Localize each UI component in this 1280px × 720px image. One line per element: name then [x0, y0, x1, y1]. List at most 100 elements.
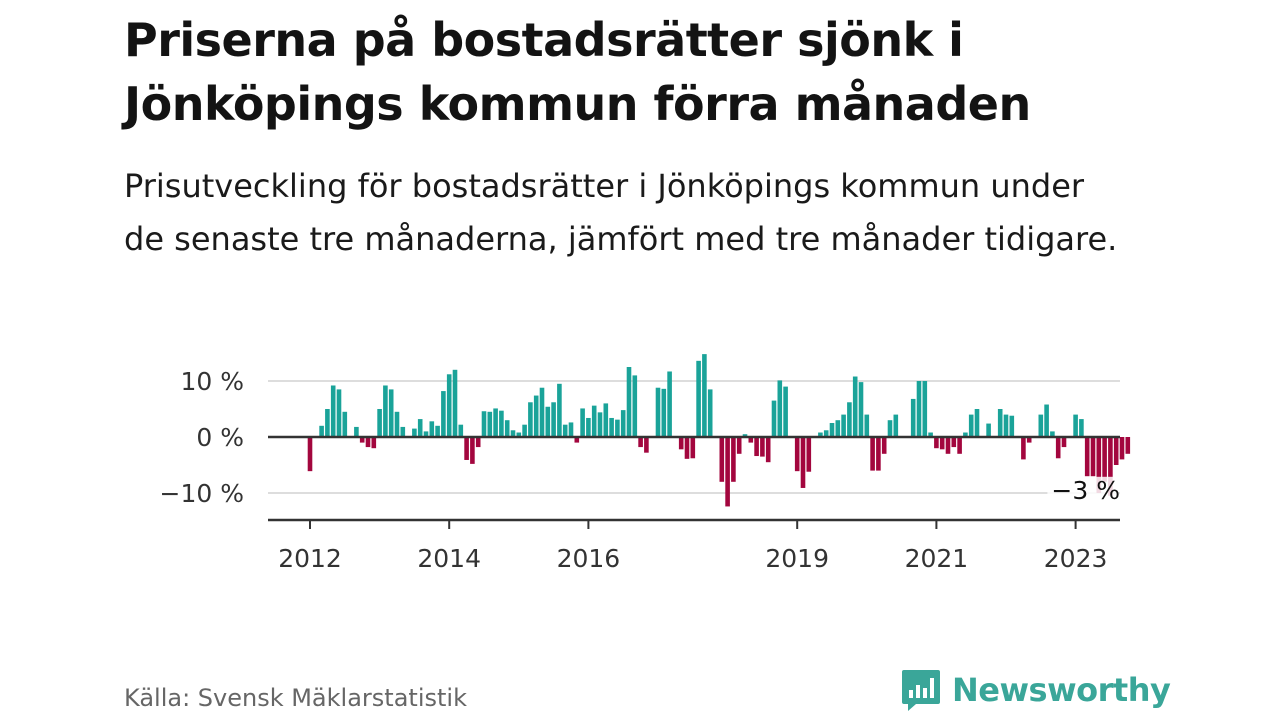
bar	[528, 402, 533, 437]
bar	[754, 437, 759, 457]
bar	[818, 432, 823, 437]
y-tick-label: −10 %	[160, 479, 244, 508]
bar	[887, 420, 893, 437]
annotation-background	[1047, 476, 1120, 505]
bar	[986, 423, 991, 437]
bar	[893, 414, 899, 437]
bar	[545, 406, 551, 437]
bar	[330, 385, 336, 437]
bar	[383, 385, 388, 437]
bar	[354, 426, 359, 437]
bar	[881, 437, 887, 454]
bar	[609, 417, 614, 437]
labels: 10 % 0 % −10 % 2012 2014 2016 2019 2021 2023 −3 %	[160, 367, 1120, 573]
bars	[307, 354, 1131, 507]
bar	[615, 419, 620, 437]
bar	[394, 411, 400, 437]
bar	[464, 437, 469, 460]
bar	[760, 437, 765, 457]
bar	[539, 387, 545, 437]
bar	[365, 437, 371, 448]
bar	[725, 437, 730, 507]
bar	[870, 437, 875, 471]
bar	[968, 414, 974, 437]
bar	[388, 389, 394, 437]
bar	[876, 437, 881, 471]
bar	[736, 437, 742, 454]
bar	[470, 437, 475, 464]
bar	[1055, 437, 1061, 459]
bar	[620, 410, 626, 437]
x-tick-label: 2014	[417, 544, 481, 573]
bar-chart-logo-icon	[902, 670, 940, 711]
bar	[1113, 437, 1119, 465]
bar	[516, 432, 522, 437]
bar	[1021, 437, 1026, 460]
bar	[702, 354, 707, 437]
bar	[678, 437, 684, 450]
bar	[951, 437, 957, 448]
bar	[1026, 437, 1032, 443]
bar	[667, 371, 672, 437]
bar	[603, 403, 609, 437]
bar	[417, 419, 423, 437]
bar	[777, 380, 783, 437]
bar	[597, 412, 603, 437]
bar	[765, 437, 771, 463]
bar	[928, 432, 933, 437]
newsworthy-logo[interactable]: Newsworthy	[900, 668, 1171, 712]
chart-title: Priserna på bostadsrätter sjönk i Jönköp…	[124, 13, 1031, 131]
bar	[591, 405, 597, 437]
bar	[800, 437, 806, 488]
bar	[835, 420, 841, 437]
bar	[377, 409, 382, 437]
bar	[1102, 437, 1107, 482]
bar	[963, 432, 968, 437]
bar-chart: 10 % 0 % −10 % 2012 2014 2016 2019 2021 2023 −3 %	[160, 354, 1131, 573]
bar	[690, 437, 696, 459]
bar	[1090, 437, 1096, 477]
bar	[441, 391, 446, 437]
bar	[655, 387, 661, 437]
bar	[1108, 437, 1113, 496]
bar	[742, 434, 748, 437]
bar	[1003, 414, 1009, 437]
bar	[626, 367, 632, 437]
x-tick-label: 2023	[1044, 544, 1108, 573]
bar	[325, 409, 330, 437]
bar	[371, 437, 377, 449]
bar	[783, 386, 788, 437]
x-tick-label: 2012	[278, 544, 342, 573]
bar	[412, 428, 417, 437]
brand-name: Newsworthy	[952, 671, 1171, 709]
x-tick-label: 2021	[905, 544, 969, 573]
bar	[580, 408, 585, 437]
bar	[435, 425, 440, 437]
bar	[684, 437, 690, 459]
bar	[696, 360, 701, 437]
bar	[864, 414, 870, 437]
bar	[1050, 431, 1055, 437]
bar	[475, 437, 481, 448]
bar	[939, 437, 945, 450]
bar	[551, 402, 556, 437]
bar	[934, 437, 939, 449]
bar	[319, 425, 324, 437]
bar	[359, 437, 365, 443]
bar	[1061, 437, 1067, 448]
bar	[458, 424, 464, 437]
bar	[719, 437, 725, 482]
bar	[586, 417, 591, 437]
bar	[945, 437, 951, 454]
bar	[841, 414, 846, 437]
bar	[644, 437, 649, 453]
source-note: Källa: Svensk Mäklarstatistik	[124, 684, 467, 712]
bar	[1073, 414, 1078, 437]
bar	[806, 437, 812, 472]
bar	[858, 382, 864, 437]
bar	[429, 421, 435, 437]
bar	[493, 408, 498, 437]
bar	[771, 400, 777, 437]
bar	[1125, 437, 1131, 454]
bar	[829, 423, 835, 437]
